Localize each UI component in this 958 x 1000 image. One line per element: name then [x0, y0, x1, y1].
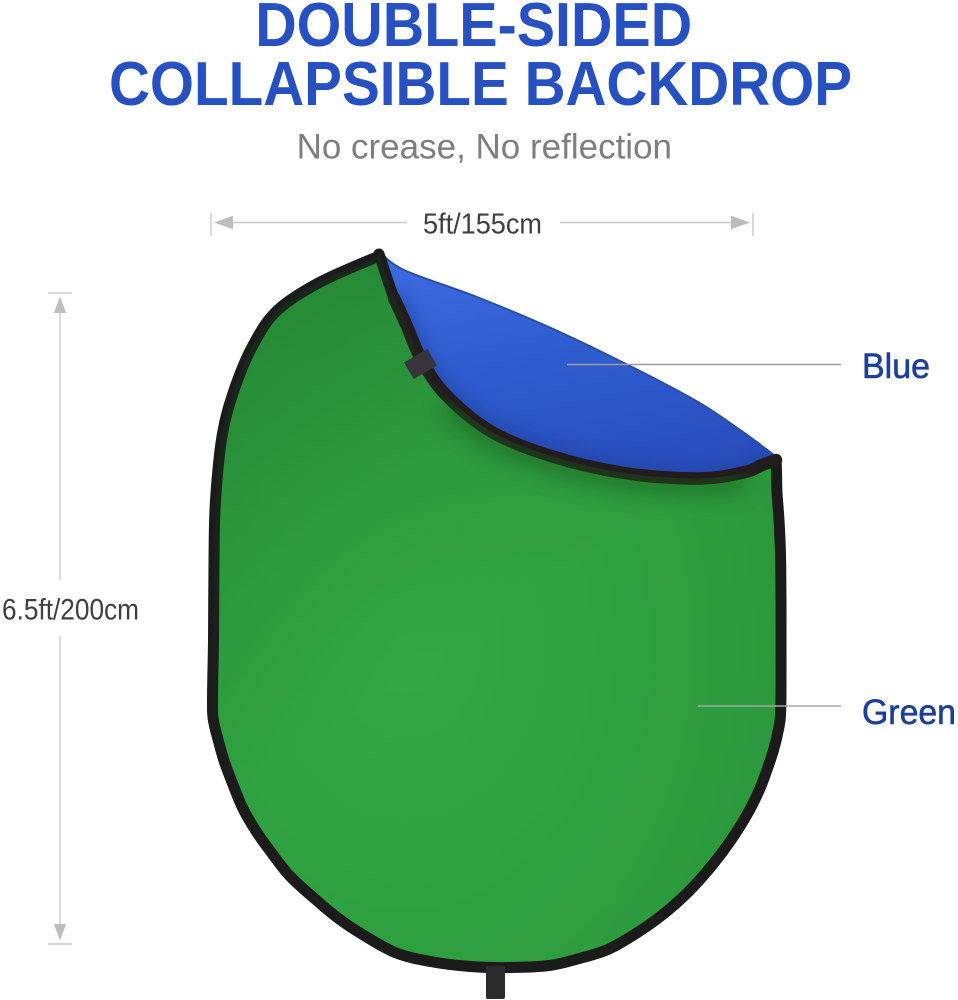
- svg-text:COLLAPSIBLE BACKDROP: COLLAPSIBLE BACKDROP: [109, 50, 852, 119]
- svg-text:Blue: Blue: [862, 347, 930, 386]
- svg-text:No crease, No reflection: No crease, No reflection: [297, 128, 672, 167]
- svg-text:DOUBLE-SIDED: DOUBLE-SIDED: [255, 0, 692, 60]
- svg-text:5ft/155cm: 5ft/155cm: [423, 209, 542, 241]
- svg-text:6.5ft/200cm: 6.5ft/200cm: [2, 594, 139, 627]
- svg-text:Green: Green: [862, 693, 956, 732]
